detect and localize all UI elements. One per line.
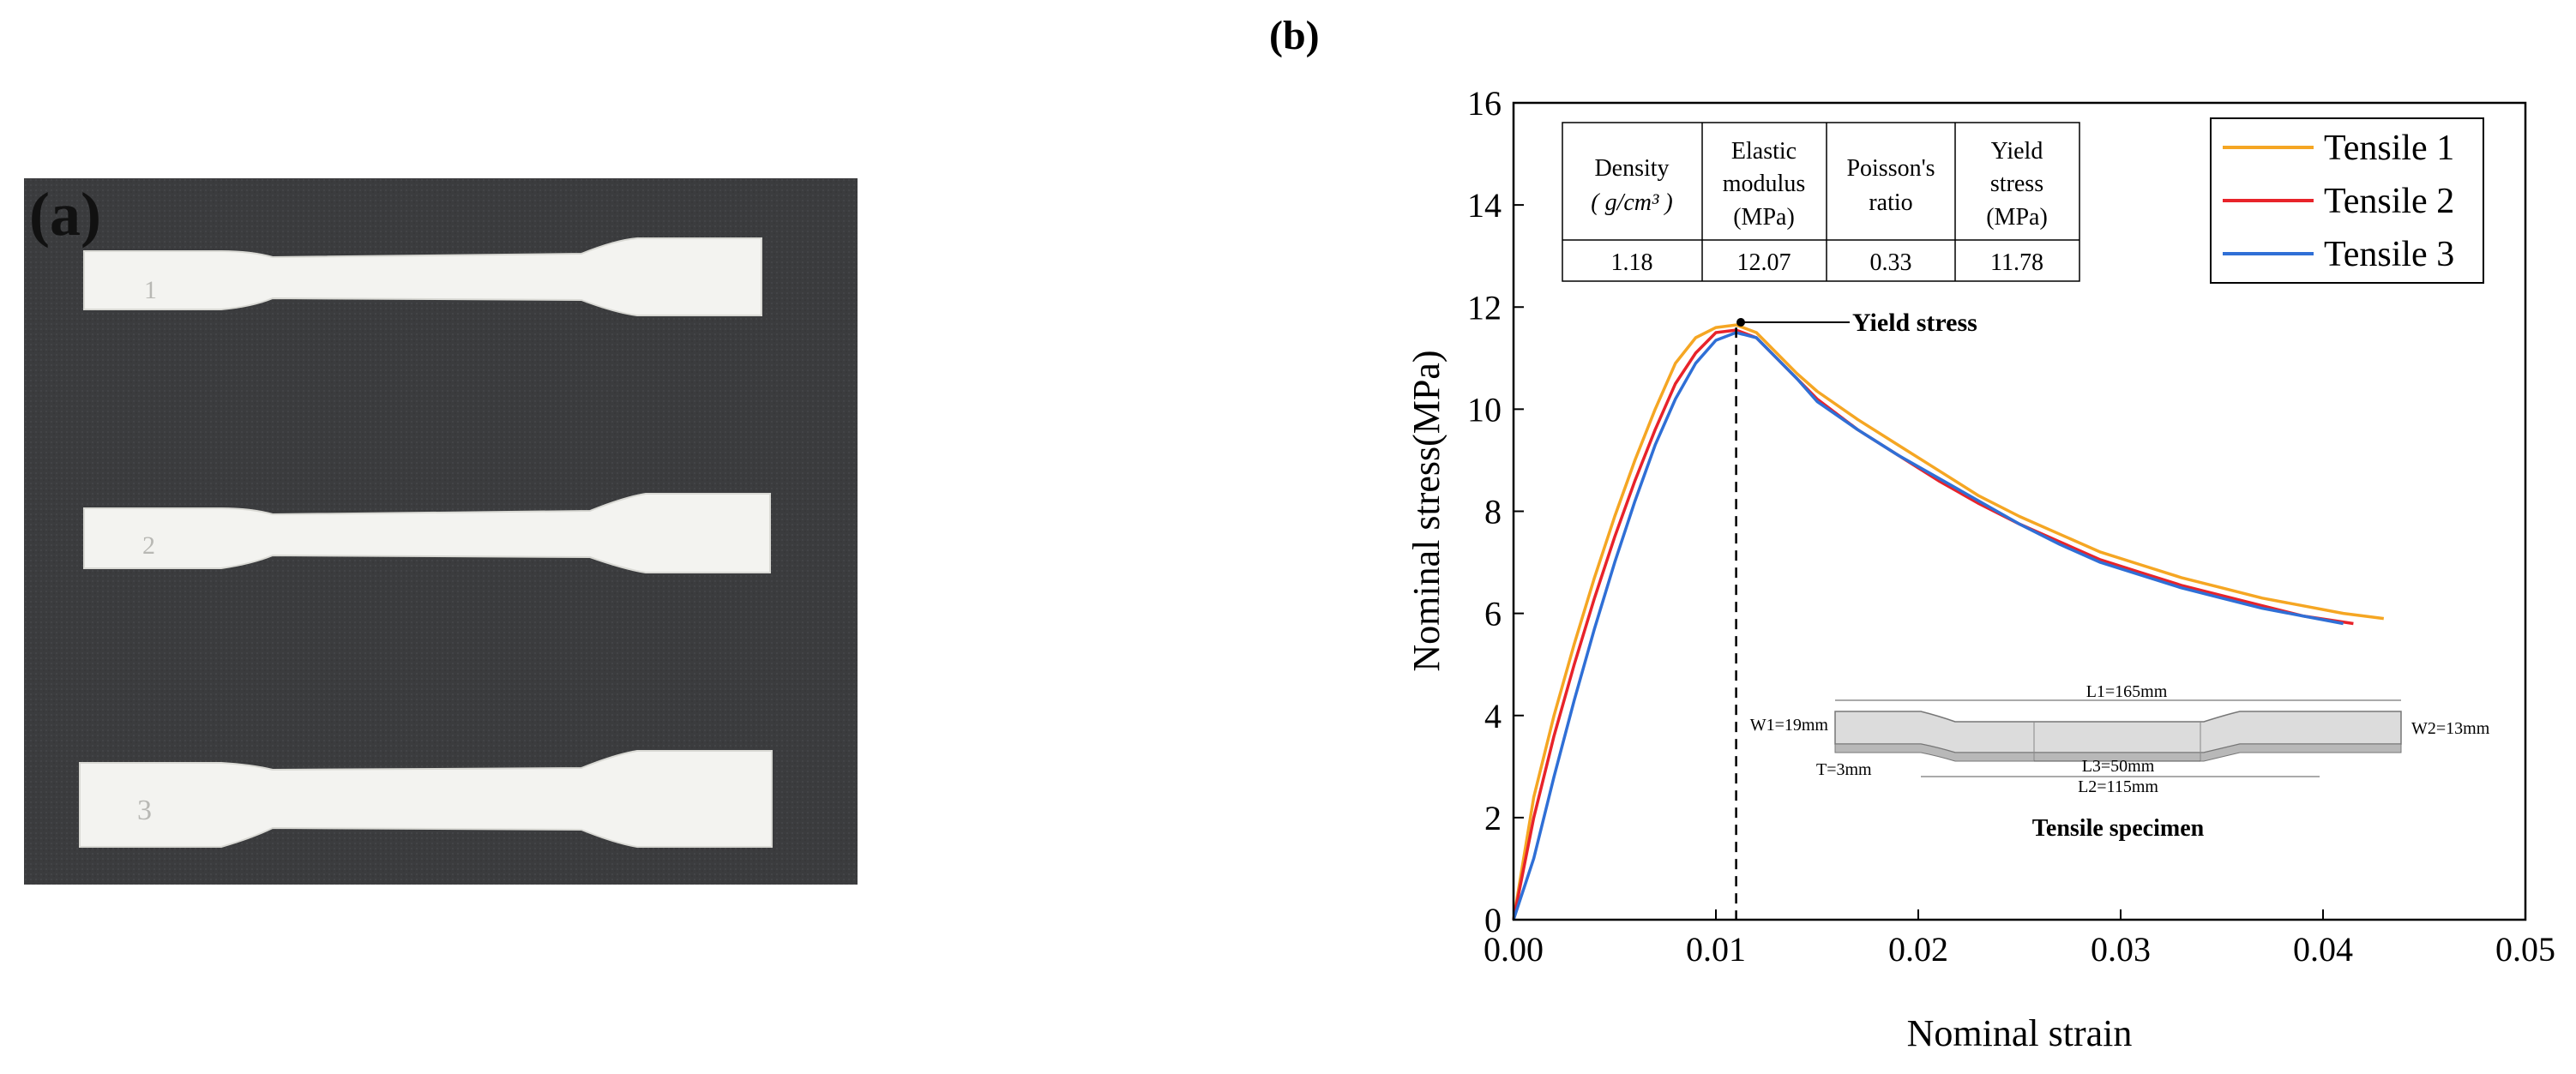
legend-label-tensile-1: Tensile 1	[2324, 129, 2454, 168]
table-header-yield-unit: (MPa)	[1986, 204, 2048, 231]
series-layer	[1512, 323, 2385, 921]
dim-L2: L2=115mm	[2078, 777, 2158, 796]
legend-label-tensile-2: Tensile 2	[2324, 182, 2454, 221]
dogbone-specimen-1	[83, 237, 762, 316]
series-line-tensile-2	[1512, 328, 2354, 921]
x-tick-label: 0.05	[2495, 930, 2555, 969]
series-line-tensile-1	[1512, 323, 2385, 921]
specimen-number-1: 1	[144, 276, 157, 304]
table-value-yield: 11.78	[1990, 249, 2043, 276]
table-header-density: Density	[1594, 155, 1669, 182]
specimen-number-3: 3	[137, 795, 152, 826]
y-tick-label: 14	[1467, 186, 1502, 225]
table-header-modulus: Elastic	[1731, 138, 1797, 165]
table-value-density: 1.18	[1611, 249, 1653, 276]
specimen-caption: Tensile specimen	[2032, 815, 2205, 842]
y-tick-label: 10	[1467, 390, 1502, 429]
dim-W2: W2=13mm	[2411, 719, 2490, 738]
properties-table: Density ( g/cm³ ) Elastic modulus (MPa) …	[1562, 122, 2080, 282]
specimen-photo: 1 2 3 (a)	[24, 178, 858, 885]
x-tick-label: 0.04	[2293, 930, 2353, 969]
dogbone-specimen-2	[83, 493, 771, 573]
table-header-density-unit: ( g/cm³ )	[1591, 189, 1672, 216]
yield-stress-annotation: Yield stress	[1852, 309, 1977, 337]
table-header-poisson: Poisson's	[1846, 155, 1935, 182]
dim-T: T=3mm	[1816, 760, 1872, 779]
y-tick-label: 12	[1467, 288, 1502, 327]
axis-ticks: 0.00 0.01 0.02 0.03 0.04 0.05 0 2 4 6 8 10 12 14 16	[1467, 84, 2555, 969]
specimen-number-2: 2	[142, 531, 155, 560]
table-header-yield-2: stress	[1990, 171, 2043, 197]
table-header-yield: Yield	[1991, 138, 2043, 165]
y-tick-label: 0	[1484, 901, 1502, 939]
legend: Tensile 1 Tensile 2 Tensile 3	[2210, 117, 2484, 284]
y-tick-label: 4	[1484, 697, 1502, 735]
dim-W1: W1=19mm	[1750, 716, 1829, 735]
table-header-modulus-2: modulus	[1723, 171, 1805, 197]
series-line-tensile-3	[1512, 331, 2344, 921]
y-tick-label: 6	[1484, 595, 1502, 633]
dim-L1: L1=165mm	[2086, 682, 2168, 701]
legend-label-tensile-3: Tensile 3	[2324, 235, 2454, 274]
x-tick-label: 0.00	[1484, 930, 1544, 969]
x-tick-label: 0.03	[2091, 930, 2151, 969]
y-tick-label: 8	[1484, 493, 1502, 531]
table-value-poisson: 0.33	[1870, 249, 1912, 276]
x-axis-label: Nominal strain	[1907, 1012, 2133, 1054]
x-tick-label: 0.01	[1686, 930, 1746, 969]
specimen-photo-drawing: 1 2 3 (a)	[24, 178, 858, 885]
dim-L3: L3=50mm	[2082, 757, 2155, 776]
x-tick-label: 0.02	[1888, 930, 1948, 969]
specimen-drawing: L1=165mm L3=50mm L2=115mm W1=19mm W2=13m…	[1750, 682, 2490, 842]
panel-b-label: (b)	[1269, 13, 1320, 58]
y-axis-label: Nominal stress(MPa)	[1405, 350, 1447, 671]
table-header-modulus-unit: (MPa)	[1733, 204, 1795, 231]
panel-a-label: (a)	[29, 180, 101, 249]
dogbone-specimen-3	[79, 750, 773, 848]
y-tick-label: 16	[1467, 84, 1502, 123]
y-tick-label: 2	[1484, 799, 1502, 837]
table-value-modulus: 12.07	[1737, 249, 1791, 276]
table-header-poisson-2: ratio	[1869, 189, 1912, 216]
